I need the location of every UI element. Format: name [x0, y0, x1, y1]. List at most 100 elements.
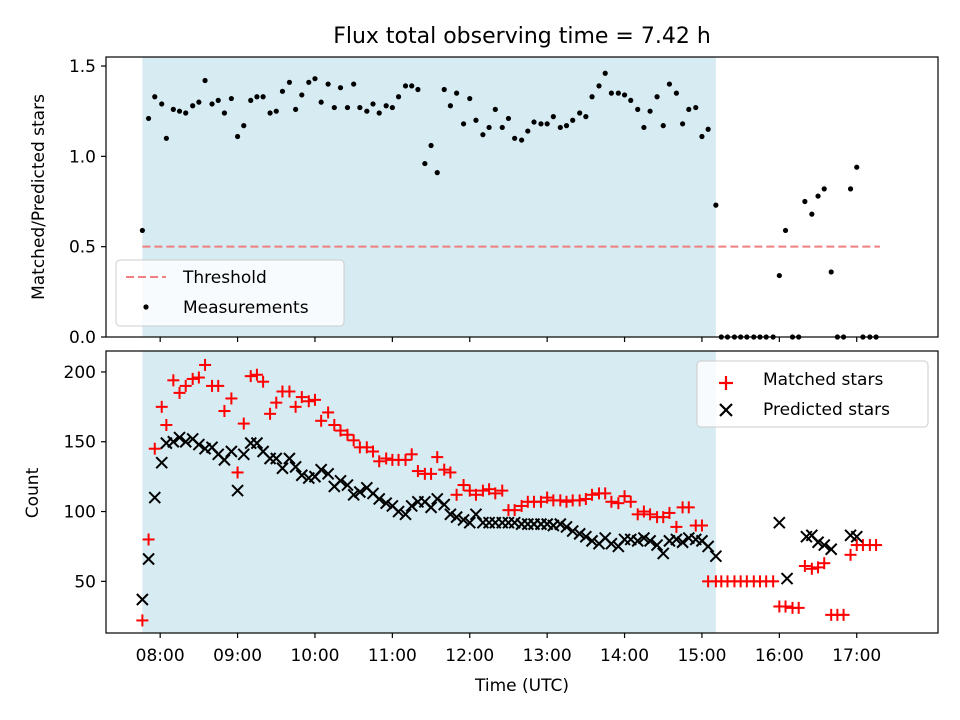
predicted-point-b — [566, 524, 579, 538]
matched-point — [405, 448, 418, 461]
matched-point — [302, 395, 315, 408]
predicted-point-b — [321, 467, 335, 481]
predicted-point — [179, 435, 192, 448]
measurement-point — [693, 104, 699, 111]
matched-point — [483, 483, 496, 496]
predicted-point-b — [167, 435, 180, 448]
matched-point — [438, 463, 451, 476]
measurement-point — [589, 94, 595, 100]
matched-point — [541, 491, 554, 504]
predicted-point — [276, 462, 289, 475]
predicted-point-b — [676, 536, 689, 549]
measurement-point — [364, 108, 370, 114]
measurement-point — [228, 95, 234, 102]
predicted-point — [289, 460, 302, 474]
measurement-point — [608, 90, 614, 96]
measurement-point — [409, 83, 415, 89]
measurement-point — [460, 121, 467, 127]
predicted-point — [148, 491, 161, 504]
matched-point — [289, 400, 302, 413]
predicted-point-b — [444, 508, 457, 521]
matched-point — [341, 428, 354, 441]
predicted-point-b — [773, 516, 786, 529]
measurement-point — [467, 95, 473, 102]
predicted-point-b — [554, 517, 567, 531]
predicted-point-b — [399, 508, 412, 521]
predicted-point-b — [805, 529, 819, 542]
predicted-point-b — [155, 456, 168, 469]
bottom-legend-box — [696, 360, 929, 428]
predicted-point-b — [386, 499, 399, 513]
measurement-point — [234, 133, 241, 140]
measurement-point — [628, 97, 634, 103]
measurement-point — [441, 86, 447, 93]
predicted-point-b — [250, 436, 264, 450]
matched-point — [367, 445, 380, 458]
predicted-point — [824, 543, 838, 556]
matched-point — [818, 557, 831, 570]
matched-point — [231, 466, 244, 479]
predicted-point-b — [573, 527, 586, 541]
measurement-point — [641, 124, 647, 131]
matched-point — [637, 505, 650, 518]
measurement-point — [705, 126, 711, 132]
matched-point — [444, 466, 457, 479]
predicted-point-b — [431, 492, 444, 506]
top-legend-box — [115, 259, 345, 327]
predicted-point-b — [598, 531, 612, 545]
measurement-point — [821, 186, 827, 192]
predicted-point — [554, 517, 567, 531]
predicted-point-b — [366, 487, 380, 500]
measurement-point — [344, 104, 351, 111]
legend-matched-swatch — [719, 376, 733, 390]
predicted-point — [136, 593, 149, 606]
predicted-point-b — [379, 496, 393, 510]
measurement-point — [654, 94, 660, 100]
matched-point — [798, 559, 811, 572]
matched-point — [173, 386, 186, 399]
predicted-point-b — [780, 572, 794, 585]
matched-point — [631, 508, 644, 521]
matched-point — [605, 495, 618, 508]
predicted-point-b — [508, 516, 521, 529]
matched-point — [624, 495, 637, 508]
predicted-point — [818, 538, 831, 552]
matched-point — [328, 418, 341, 431]
matched-point — [573, 494, 586, 507]
measurement-point — [159, 101, 165, 107]
predicted-point — [192, 438, 206, 451]
matched-point — [425, 467, 438, 480]
measurement-point — [318, 99, 324, 105]
measurement-point — [492, 106, 498, 112]
matched-point — [469, 488, 482, 501]
matched-point — [237, 417, 250, 430]
measurement-point — [176, 108, 183, 114]
predicted-point-b — [392, 505, 405, 518]
predicted-point-b — [353, 485, 367, 499]
measurement-point — [563, 123, 570, 129]
measurement-point — [570, 117, 576, 123]
top-axes-frame — [105, 56, 939, 338]
measurement-point — [847, 186, 854, 192]
measurement-point — [415, 86, 421, 93]
measurement-point — [531, 119, 537, 125]
measurement-point — [454, 90, 460, 96]
predicted-point — [560, 520, 573, 534]
predicted-point-b — [341, 478, 354, 492]
measurement-point — [395, 94, 402, 100]
bottom-x-tick-label: 11:00 — [368, 646, 417, 666]
matched-point — [136, 614, 149, 627]
matched-point — [837, 608, 850, 621]
bottom-x-tick-label: 17:00 — [832, 646, 881, 666]
measurement-point — [525, 128, 531, 134]
measurement-point — [254, 94, 260, 100]
measurement-point — [583, 114, 589, 120]
legend-matched-label: Matched stars — [763, 370, 883, 390]
predicted-point-b — [689, 533, 702, 546]
measurement-point — [699, 133, 705, 140]
measurement-point — [686, 106, 692, 112]
bottom-x-tick-label: 16:00 — [755, 646, 804, 666]
legend-threshold-label: Threshold — [182, 268, 267, 288]
predicted-point-b — [438, 498, 451, 511]
